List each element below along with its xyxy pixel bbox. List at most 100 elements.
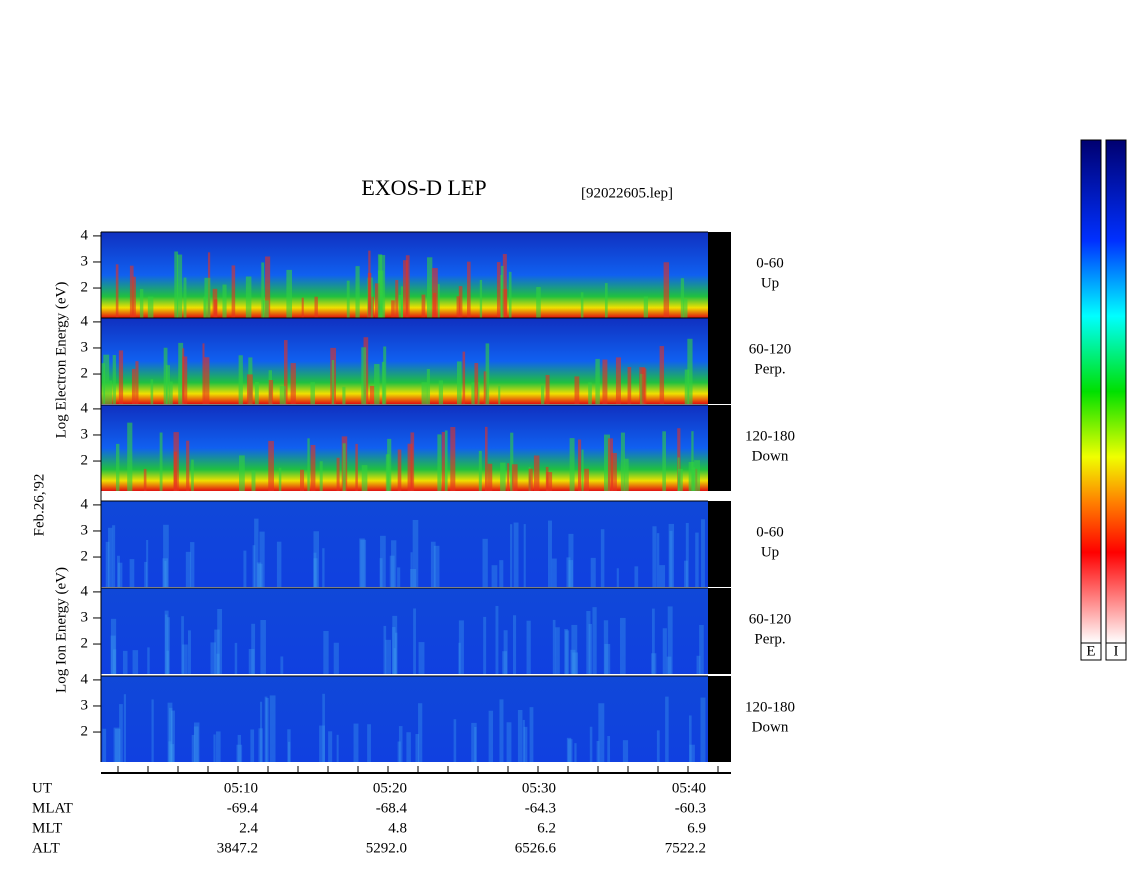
spectrogram-texture [513,615,517,674]
spectrogram-texture [397,449,402,491]
spectrogram-texture [310,444,316,491]
panel-direction: Down [752,448,789,464]
spectrogram-texture [699,624,704,674]
spectrogram-texture [163,524,169,587]
spectrogram-texture [254,382,259,404]
spectrogram-texture [487,463,493,491]
spectrogram-texture [403,260,408,318]
spectrogram-texture [456,361,462,404]
spectrogram-texture [115,728,121,762]
data-gap [708,501,731,587]
spectrogram-texture [250,729,255,762]
spectrogram-texture [478,450,482,491]
spectrogram-texture [132,276,136,318]
spectrogram-texture [651,653,657,674]
spectrogram-texture [310,382,315,404]
spectrogram-texture [427,257,433,318]
spectrogram-texture [510,432,514,491]
spectrogram-texture [383,346,387,404]
spectrogram-texture [665,696,669,762]
spectrogram-texture [268,440,274,491]
spectrogram-texture [361,347,367,404]
spectrogram-texture [202,343,205,404]
spectrogram-texture [500,265,504,318]
spectrogram-texture [181,616,184,674]
spectrogram-texture [313,531,319,587]
panel-angle: 0-60 [756,524,784,540]
spectrogram-texture [186,440,190,491]
spectrogram-texture [146,539,149,587]
spectrogram-texture [603,620,609,674]
spectrogram-texture [115,264,119,318]
spectrogram-texture [586,611,591,674]
spectrogram-texture [182,356,188,404]
spectrogram-texture [418,642,425,674]
spectrogram-texture [483,371,488,404]
spectrogram-texture [129,265,134,318]
spectrogram-texture [689,744,695,762]
time-label: 05:30 [522,780,556,796]
spectrogram-texture [458,620,464,674]
spectrogram-texture [342,443,346,491]
spectrogram-texture [166,365,171,404]
y-tick-label: 2 [81,723,89,739]
spectrogram-texture [216,731,221,762]
spectrogram-texture [400,286,404,318]
spectrogram-texture [568,560,573,587]
spectrogram-texture [571,624,578,674]
spectrogram-texture [595,358,600,404]
spectrogram-texture [701,519,705,587]
spectrogram-texture [191,734,195,762]
spectrogram-texture [101,363,106,404]
spectrogram-texture [410,432,415,491]
spectrogram-texture [643,296,649,318]
y-tick-label: 4 [81,227,89,243]
spectrogram-texture [265,256,271,318]
spectrogram-texture [652,608,655,674]
orbit-value: 7522.2 [665,840,706,856]
spectrogram-texture [458,642,461,674]
spectrogram-texture [689,715,692,762]
spectrogram-texture [139,288,144,318]
spectrogram-texture [545,374,550,404]
spectrogram-texture [502,651,508,674]
spectrogram-texture [314,296,318,318]
spectrogram-texture [262,300,269,318]
data-gap [708,232,731,318]
time-label: 05:40 [672,780,706,796]
spectrogram-texture [684,560,688,587]
spectrogram-texture [279,386,286,404]
spectrogram-texture [496,262,501,318]
spectrogram-texture [694,460,701,491]
spectrogram-texture [264,696,268,762]
spectrogram-texture [393,648,396,674]
spectrogram-texture [290,363,296,404]
panel-direction: Perp. [754,631,785,647]
spectrogram-texture [169,381,173,404]
spectrogram-texture [499,560,504,587]
spectrogram-texture [236,744,243,762]
spectrogram-texture [151,699,154,762]
panel-angle: 120-180 [745,428,795,444]
spectrogram-texture [500,462,506,491]
spectrogram-texture [547,520,552,587]
spectrogram-texture [600,529,605,587]
spectrogram-texture [523,524,526,587]
spectrogram-texture [361,465,368,491]
spectrogram-texture [604,643,611,674]
spectrogram-texture [163,347,168,404]
spectrogram-texture [598,703,605,762]
orbit-value: 2.4 [239,820,258,836]
spectrogram-texture [147,647,150,674]
y-tick-label: 4 [81,496,89,512]
spectrogram-texture [615,357,621,404]
spectrogram [101,676,708,762]
spectrogram-texture [484,426,488,491]
spectrogram-texture [395,280,399,318]
spectrogram-texture [584,468,589,491]
spectrogram-texture [552,619,556,674]
spectrogram-texture [379,255,386,318]
spectrogram-texture [176,254,183,318]
row-label: MLT [32,820,62,836]
orbit-value: 3847.2 [217,840,258,856]
